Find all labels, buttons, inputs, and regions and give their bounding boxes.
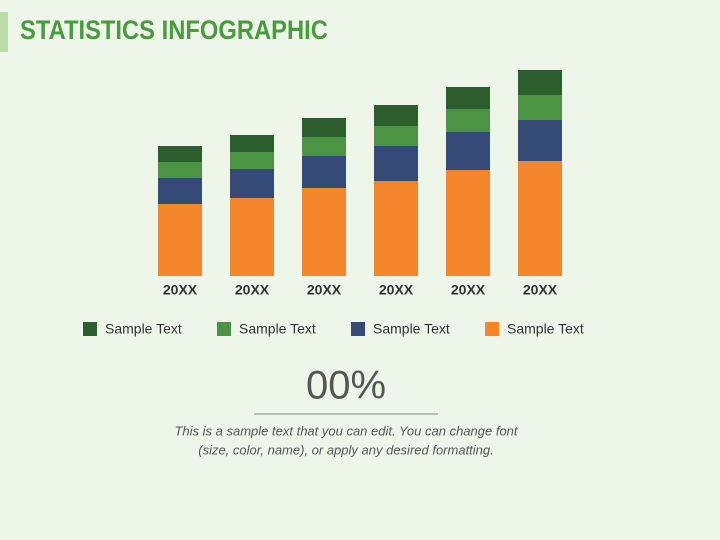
- bar-segment: [518, 161, 562, 276]
- bar-segment: [158, 162, 202, 178]
- bar-segment: [446, 132, 490, 170]
- bar-segment: [302, 118, 346, 137]
- bar-segment: [374, 146, 418, 181]
- x-tick-label: 20XX: [379, 282, 414, 298]
- x-tick-label: 20XX: [235, 282, 270, 298]
- bar-segment: [302, 156, 346, 188]
- x-tick-label: 20XX: [523, 282, 558, 298]
- bar-segment: [518, 120, 562, 161]
- bar-segment: [158, 178, 202, 204]
- x-tick-label: 20XX: [451, 282, 486, 298]
- legend-label: Sample Text: [507, 321, 584, 337]
- bar-segment: [374, 126, 418, 146]
- legend-label: Sample Text: [239, 321, 316, 337]
- legend-swatch: [485, 322, 499, 336]
- bar-segment: [302, 188, 346, 276]
- bar-segment: [302, 137, 346, 156]
- legend-label: Sample Text: [373, 321, 450, 337]
- bar-segment: [518, 95, 562, 120]
- stat-value: 00%: [306, 364, 386, 408]
- x-tick-label: 20XX: [307, 282, 342, 298]
- bar-segment: [158, 204, 202, 276]
- legend-swatch: [217, 322, 231, 336]
- bar-segment: [446, 109, 490, 132]
- legend-label: Sample Text: [105, 321, 182, 337]
- legend-swatch: [351, 322, 365, 336]
- slide-title: STATISTICS INFOGRAPHIC: [20, 16, 328, 46]
- bar-segment: [374, 105, 418, 126]
- legend-swatch: [83, 322, 97, 336]
- bar-segment: [158, 146, 202, 162]
- bar-segment: [230, 135, 274, 152]
- bar-segment: [230, 152, 274, 169]
- description: (size, color, name), or apply any desire…: [198, 442, 494, 457]
- bar-segment: [230, 169, 274, 198]
- bar-segment: [446, 170, 490, 276]
- bar-segment: [518, 70, 562, 95]
- x-tick-label: 20XX: [163, 282, 198, 298]
- bar-segment: [374, 181, 418, 276]
- title-accent: [0, 12, 8, 52]
- description: This is a sample text that you can edit.…: [174, 423, 518, 438]
- bar-segment: [230, 198, 274, 276]
- bar-segment: [446, 87, 490, 109]
